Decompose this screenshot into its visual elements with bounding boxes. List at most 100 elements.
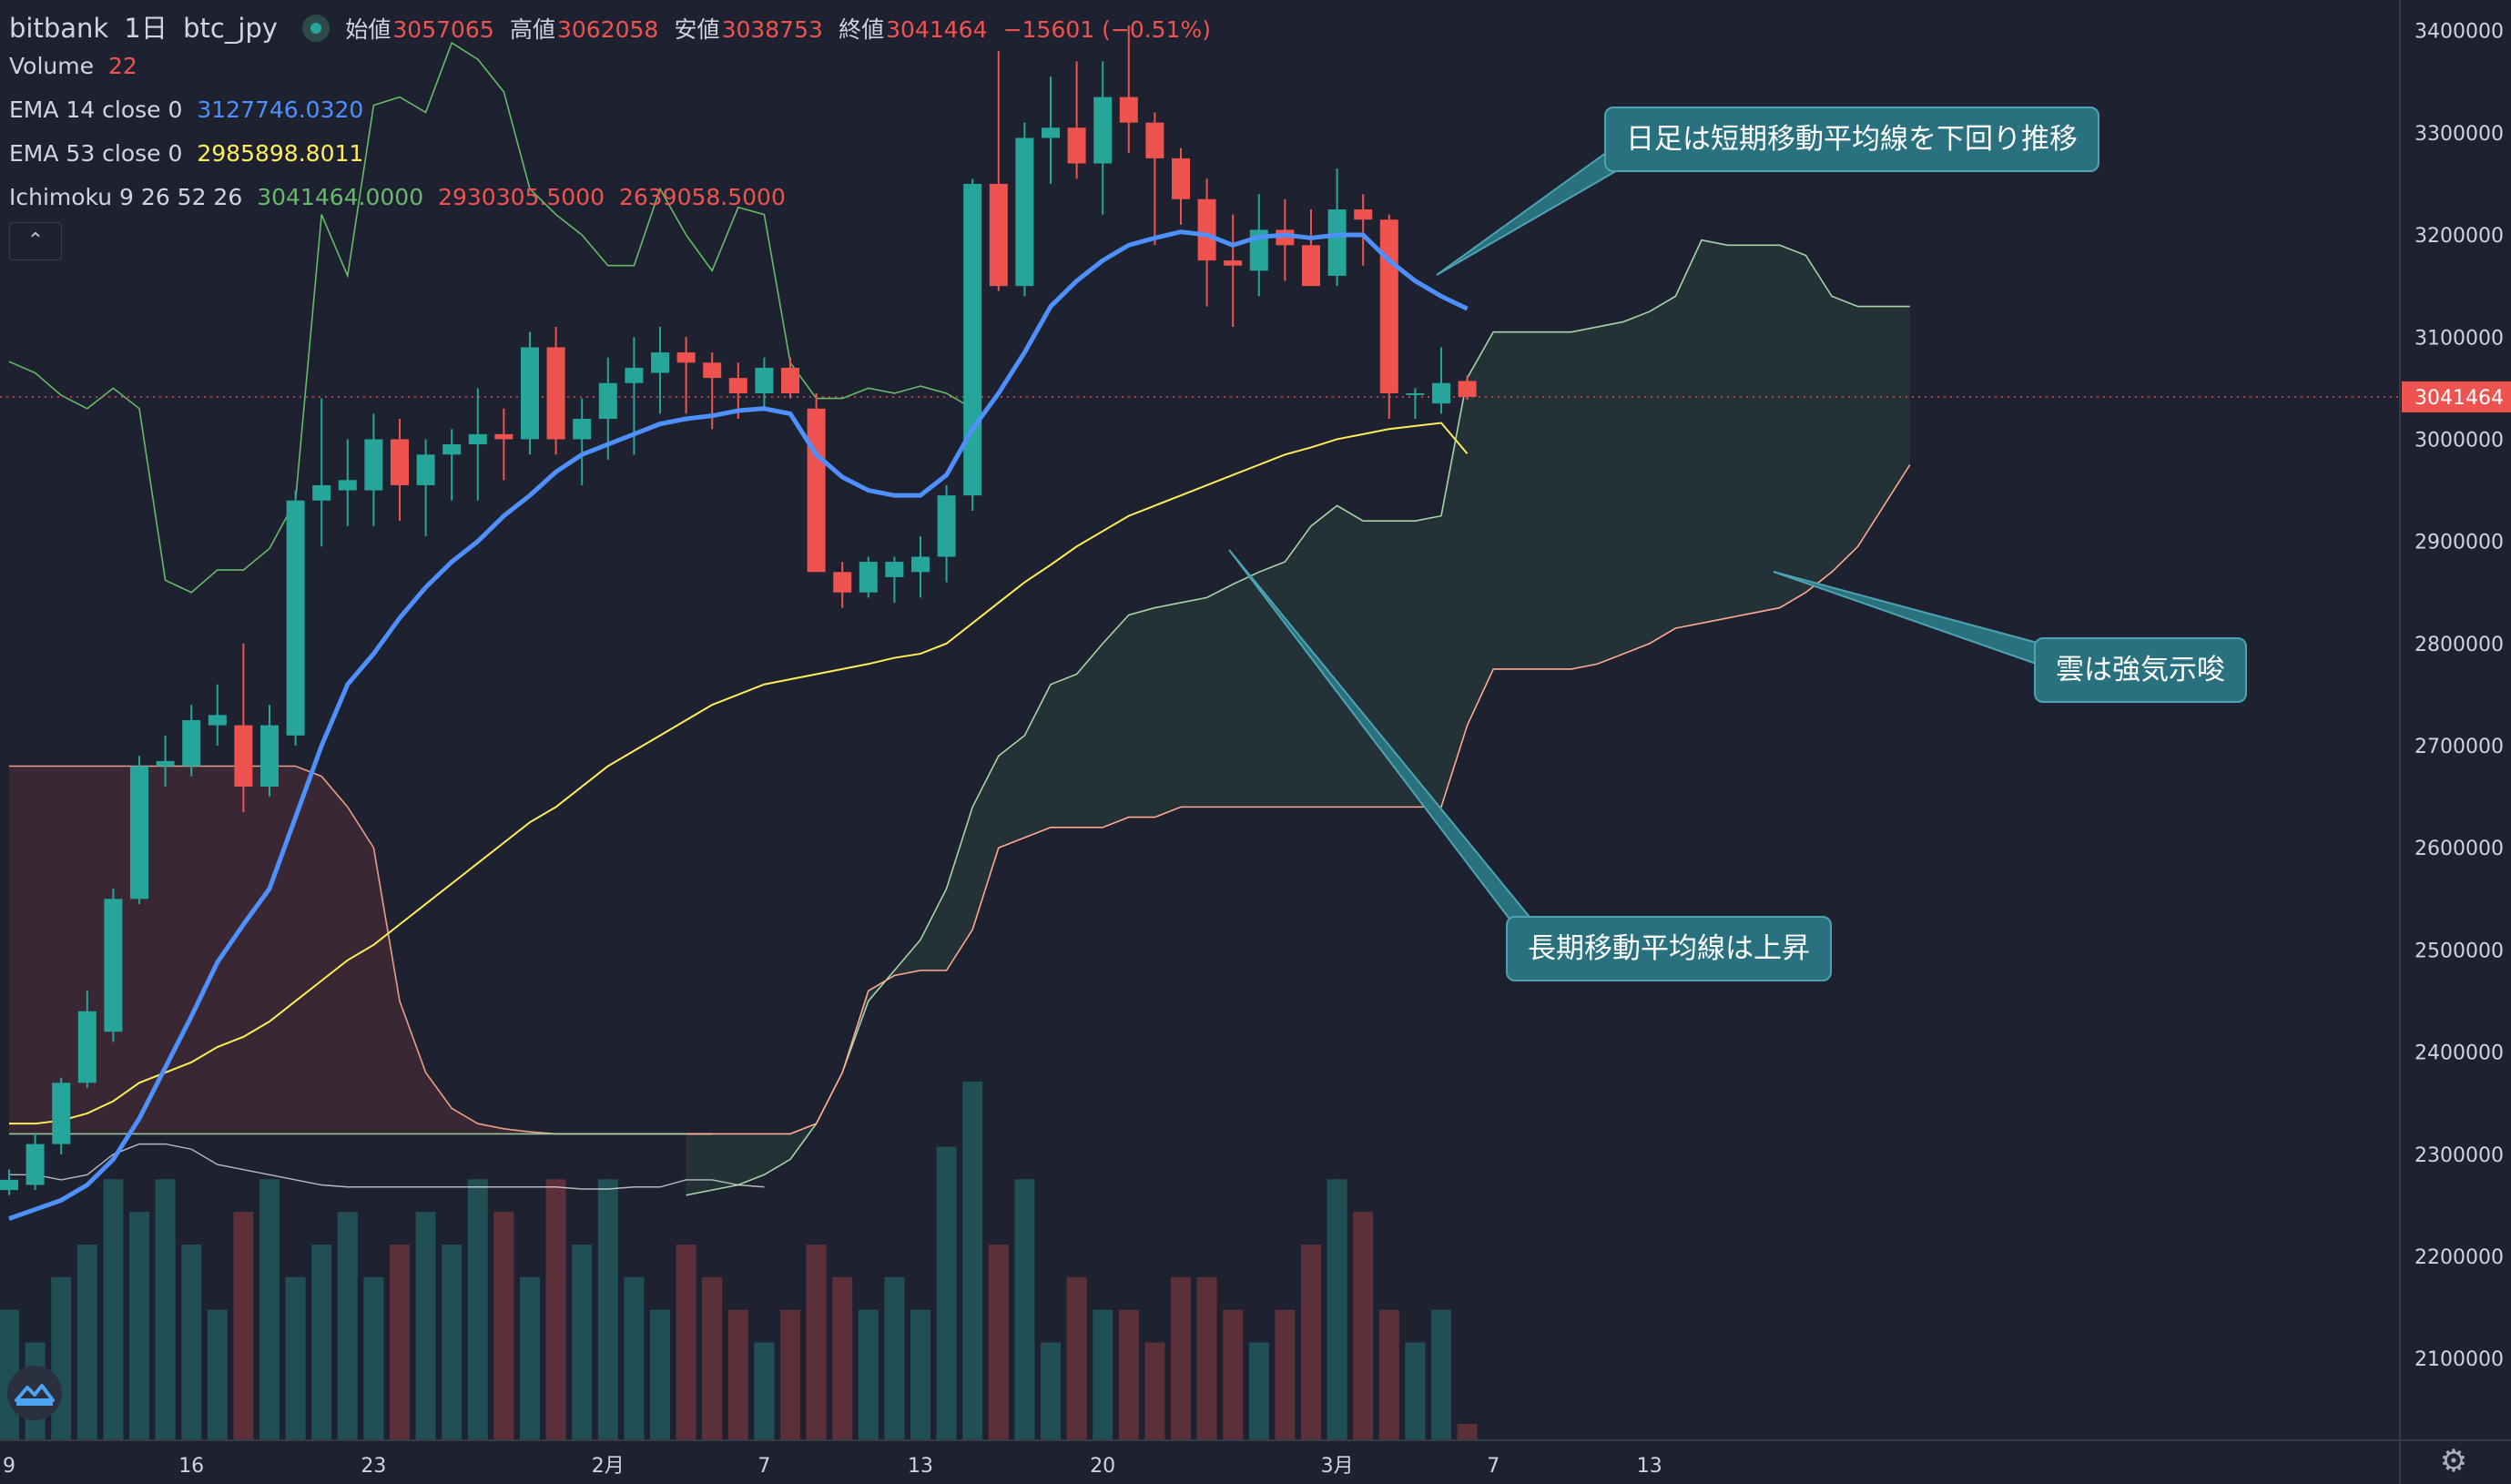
- price-tick-label: 2100000: [2414, 1348, 2504, 1371]
- volume-bar: [1405, 1342, 1426, 1440]
- candle-body: [364, 439, 383, 491]
- exchange-name[interactable]: bitbank: [9, 13, 109, 44]
- candle-body: [1432, 382, 1450, 404]
- close-label: 終値: [839, 16, 885, 43]
- candle-body: [442, 444, 462, 455]
- price-tick-label: 2800000: [2414, 634, 2504, 656]
- candle-body: [728, 378, 747, 393]
- candle-body: [234, 725, 253, 787]
- candle-body: [25, 1143, 45, 1185]
- candle-body: [0, 1179, 18, 1191]
- change-value: −15601 (−0.51%): [1002, 16, 1211, 43]
- price-tick-label: 2400000: [2414, 1042, 2504, 1065]
- callout-cloud: 雲は強気示唆: [2034, 637, 2247, 703]
- volume-bar: [1041, 1342, 1061, 1440]
- volume-bar: [1171, 1276, 1191, 1440]
- candle-body: [182, 720, 201, 767]
- ema53-label: EMA 53 close 0: [9, 140, 183, 167]
- ema53-value: 2985898.8011: [197, 140, 364, 167]
- close-value: 3041464: [886, 16, 988, 43]
- candle-body: [1224, 260, 1243, 266]
- candle-body: [1042, 127, 1060, 138]
- logo-icon[interactable]: [7, 1366, 62, 1420]
- candle-body: [859, 562, 878, 593]
- price-tick-label: 2600000: [2414, 838, 2504, 860]
- volume-bar: [285, 1276, 306, 1440]
- volume-bar: [311, 1245, 332, 1440]
- volume-bar: [597, 1179, 618, 1440]
- ema14-line: [8, 229, 1469, 1221]
- volume-bar: [390, 1245, 410, 1440]
- volume-bar: [520, 1276, 540, 1440]
- volume-bar: [76, 1245, 97, 1440]
- logo-mountain-icon: [15, 1384, 55, 1406]
- time-tick-label: 7: [757, 1455, 770, 1478]
- market-status-icon: [302, 15, 330, 42]
- volume-bar: [259, 1179, 280, 1440]
- low-value: 3038753: [721, 16, 823, 43]
- candle-body: [1015, 137, 1034, 287]
- volume-bar: [988, 1245, 1009, 1440]
- ema53-legend[interactable]: EMA 53 close 0 2985898.8011: [9, 140, 371, 167]
- volume-bar: [962, 1081, 983, 1440]
- current-price-badge: [2402, 381, 2511, 412]
- candle-body: [651, 352, 669, 373]
- price-tick-label: 2900000: [2414, 532, 2504, 554]
- interval-label[interactable]: 1日: [124, 13, 168, 44]
- time-tick-label: 20: [1090, 1455, 1115, 1478]
- volume-bar: [233, 1212, 254, 1440]
- volume-bar: [545, 1179, 566, 1440]
- volume-bar: [363, 1276, 384, 1440]
- candle-body: [937, 495, 956, 557]
- price-tick-label: 3200000: [2414, 225, 2504, 248]
- candle-body: [911, 556, 930, 573]
- volume-bar: [1275, 1309, 1296, 1440]
- volume-bar: [1353, 1212, 1374, 1440]
- price-tick-label: 3000000: [2414, 429, 2504, 452]
- ema14-value: 3127746.0320: [197, 97, 364, 123]
- volume-bar: [806, 1245, 827, 1440]
- candle-body: [1197, 198, 1216, 261]
- candle-body: [1172, 158, 1190, 199]
- candle-body: [156, 760, 175, 767]
- volume-bar: [442, 1245, 463, 1440]
- collapse-legend-button[interactable]: ⌃: [9, 222, 62, 260]
- volume-bar: [129, 1212, 149, 1440]
- candle-body: [963, 183, 982, 496]
- volume-bar: [676, 1245, 696, 1440]
- volume-legend[interactable]: Volume 22: [9, 53, 145, 79]
- volume-bar: [103, 1179, 124, 1440]
- volume-bar: [493, 1212, 514, 1440]
- candle-body: [416, 454, 435, 485]
- price-tick-label: 2200000: [2414, 1246, 2504, 1269]
- volume-bar: [650, 1309, 670, 1440]
- volume-bar: [910, 1309, 930, 1440]
- kumo-cloud: [686, 239, 1910, 1195]
- volume-bar: [1457, 1424, 1478, 1440]
- open-value: 3057065: [392, 16, 494, 43]
- span-a-line: [686, 239, 1910, 1196]
- ema14-legend[interactable]: EMA 14 close 0 3127746.0320: [9, 97, 371, 123]
- time-tick-label: 7: [1487, 1455, 1499, 1478]
- span-b-line: [686, 464, 1911, 1135]
- volume-bar: [884, 1276, 905, 1440]
- volume-bar: [858, 1309, 879, 1440]
- candle-body: [755, 367, 774, 393]
- candle-body: [989, 183, 1008, 287]
- volume-bar: [337, 1212, 358, 1440]
- base-line: [9, 1143, 765, 1190]
- volume-bar: [181, 1245, 202, 1440]
- candle-body: [468, 433, 487, 445]
- symbol-name[interactable]: btc_jpy: [183, 13, 278, 44]
- volume-bar: [754, 1342, 775, 1440]
- ichimoku-legend[interactable]: Ichimoku 9 26 52 26 3041464.0000 2930305…: [9, 184, 793, 210]
- candle-body: [77, 1011, 97, 1083]
- volume-bar: [415, 1212, 436, 1440]
- candle-body: [1119, 97, 1138, 123]
- low-label: 安値: [674, 16, 720, 43]
- volume-bar: [1144, 1342, 1165, 1440]
- gear-icon[interactable]: ⚙: [2439, 1443, 2468, 1479]
- volume-label: Volume: [9, 53, 94, 79]
- volume-bar: [1066, 1276, 1087, 1440]
